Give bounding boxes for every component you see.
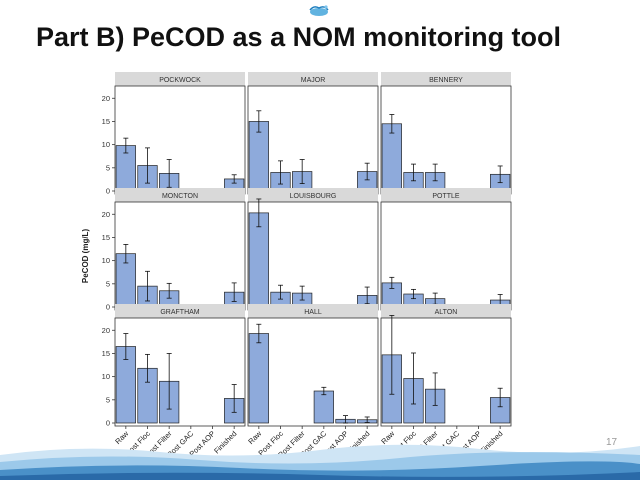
facet-label: BENNERY — [429, 77, 463, 84]
facet-label: ALTON — [435, 309, 458, 316]
facet-strip — [248, 72, 378, 86]
panel-frame — [247, 317, 379, 427]
panel-frame — [247, 85, 379, 195]
x-tick-label: Finished — [478, 429, 504, 455]
panel-frame — [114, 201, 246, 311]
facet-label: POCKWOCK — [159, 77, 201, 84]
y-tick-label: 5 — [106, 279, 110, 288]
facet-strip — [381, 188, 511, 202]
y-tick-label: 0 — [106, 419, 110, 428]
panel-frame — [380, 317, 512, 427]
y-tick-label: 15 — [102, 233, 110, 242]
slide-title: Part B) PeCOD as a NOM monitoring tool — [36, 22, 562, 52]
facet-strip — [248, 304, 378, 318]
panel-frame — [114, 85, 246, 195]
y-tick-label: 15 — [102, 117, 110, 126]
panel-frame — [247, 201, 379, 311]
panel-frame — [380, 85, 512, 195]
y-tick-label: 20 — [102, 210, 110, 219]
y-tick-label: 5 — [106, 163, 110, 172]
bar — [381, 123, 402, 192]
facet-strip — [248, 188, 378, 202]
x-tick-label: Raw — [379, 429, 396, 446]
bar — [313, 390, 334, 424]
facet-label: MONCTON — [162, 193, 198, 200]
water-droplet-logo — [309, 5, 329, 16]
facet-strip — [115, 72, 245, 86]
x-tick-label: Raw — [113, 429, 130, 446]
bar — [248, 333, 269, 424]
x-tick-label: Finished — [212, 429, 238, 455]
y-tick-label: 10 — [102, 372, 110, 381]
y-tick-label: 10 — [102, 256, 110, 265]
facet-strip — [115, 188, 245, 202]
panel-frame — [380, 201, 512, 311]
facet-label: LOUISBOURG — [290, 193, 337, 200]
y-tick-label: 20 — [102, 326, 110, 335]
y-tick-label: 15 — [102, 349, 110, 358]
y-tick-label: 10 — [102, 140, 110, 149]
page-number: 17 — [606, 437, 618, 448]
y-tick-label: 0 — [106, 303, 110, 312]
facet-strip — [115, 304, 245, 318]
panel-frame — [114, 317, 246, 427]
y-tick-label: 5 — [106, 395, 110, 404]
facet-strip — [381, 72, 511, 86]
facet-label: MAJOR — [301, 77, 326, 84]
x-tick-label: Finished — [345, 429, 371, 455]
facet-strip — [381, 304, 511, 318]
facet-label: GRAFTHAM — [160, 309, 199, 316]
facet-label: POTTLE — [432, 193, 460, 200]
y-tick-label: 0 — [106, 187, 110, 196]
y-tick-label: 20 — [102, 94, 110, 103]
facet-label: HALL — [304, 309, 322, 316]
x-tick-label: Raw — [246, 429, 263, 446]
y-axis-label: PeCOD (mg/L) — [81, 229, 90, 284]
